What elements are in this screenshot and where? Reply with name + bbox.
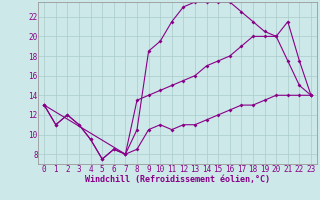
X-axis label: Windchill (Refroidissement éolien,°C): Windchill (Refroidissement éolien,°C) bbox=[85, 175, 270, 184]
